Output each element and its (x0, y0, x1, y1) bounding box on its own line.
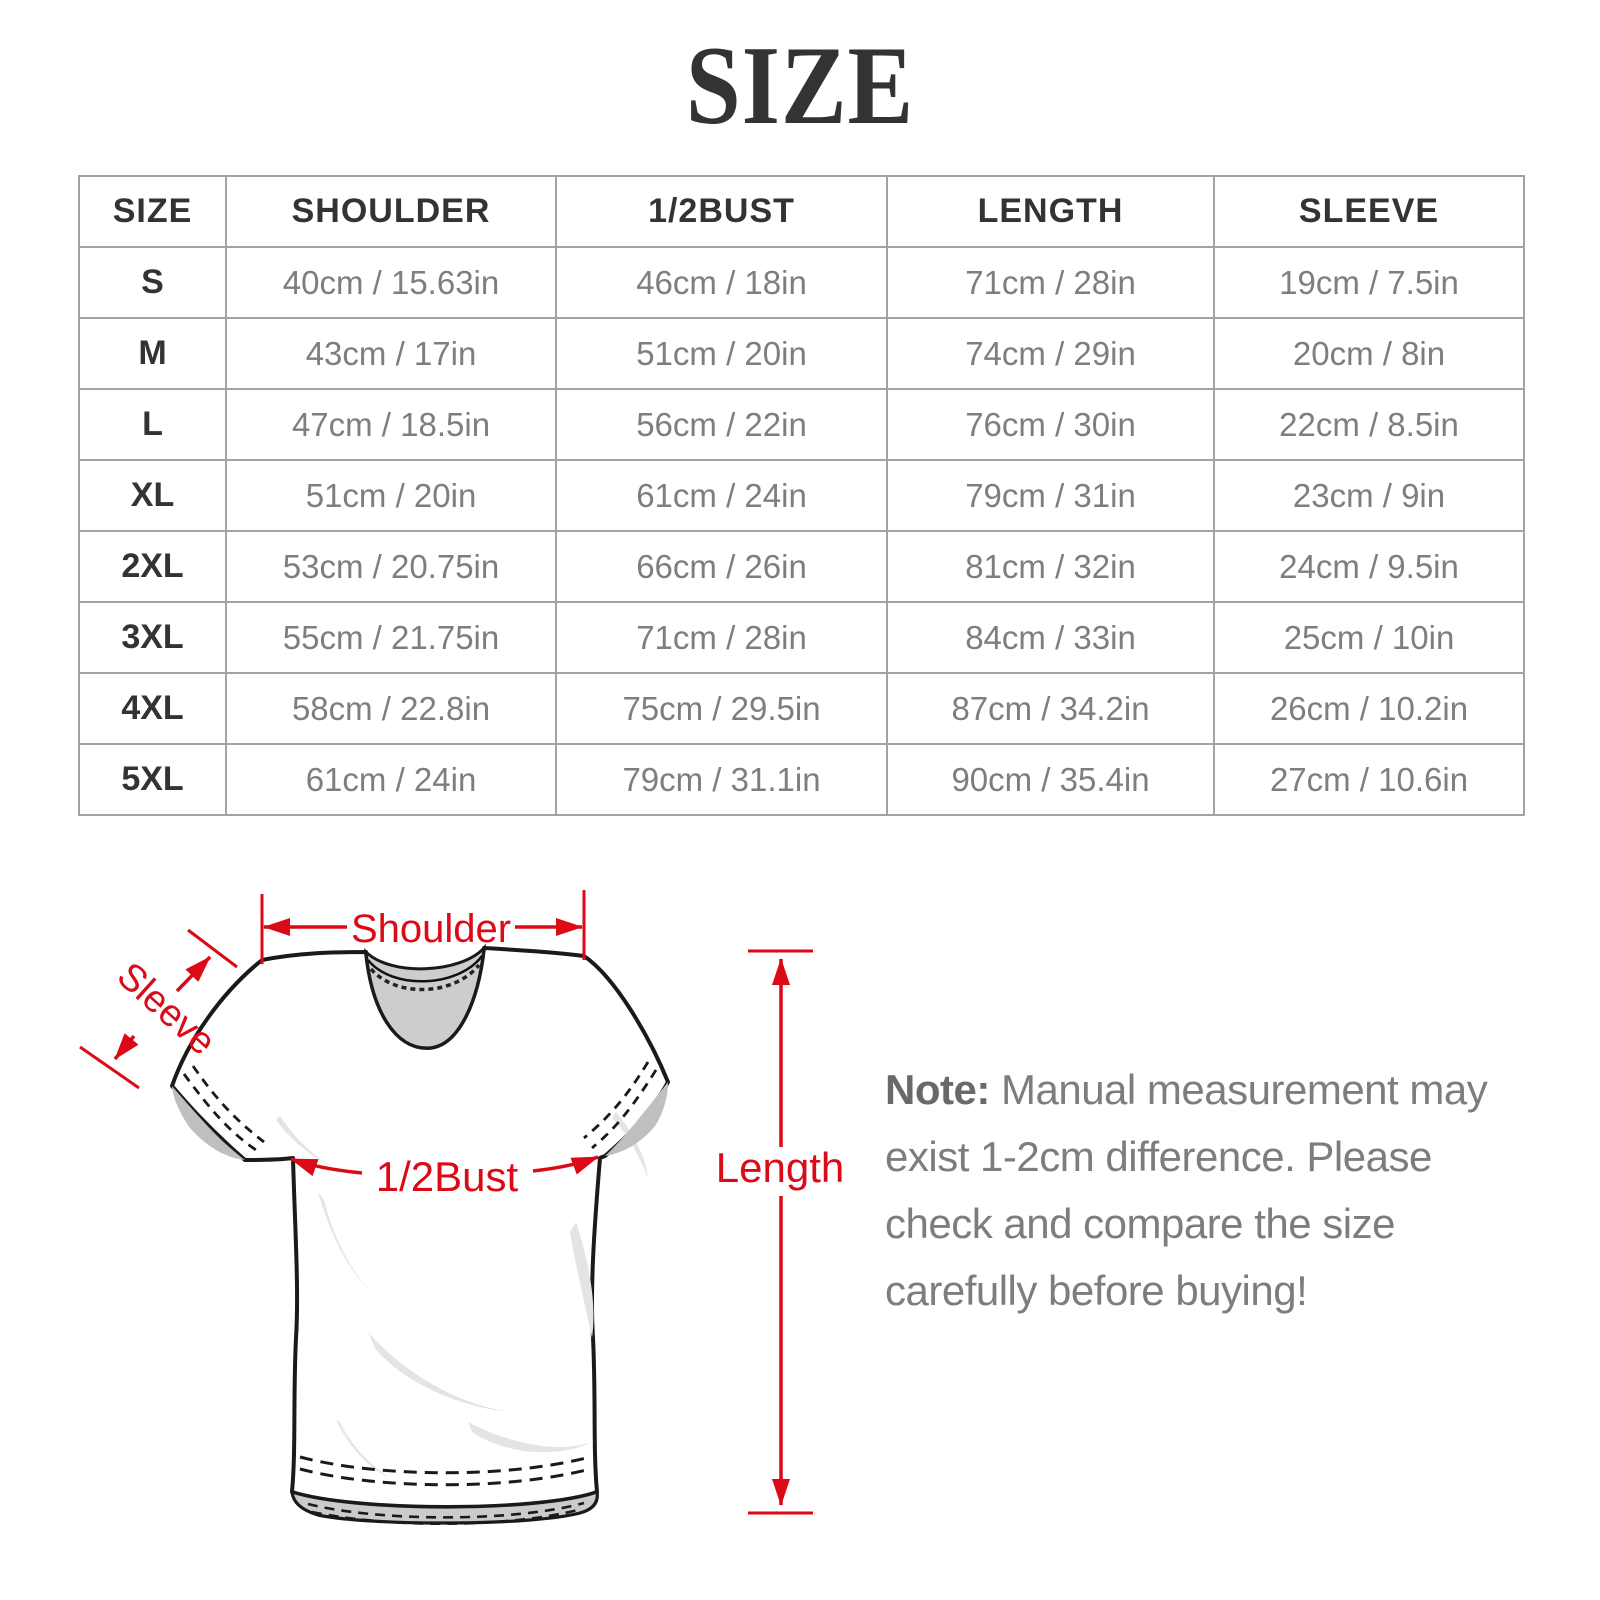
measurement-cell: 47cm / 18.5in (225, 388, 557, 461)
measurement-cell: 26cm / 10.2in (1213, 672, 1525, 745)
fabric-wrinkles (276, 1112, 648, 1478)
measurement-cell: 56cm / 22in (555, 388, 888, 461)
measurement-cell: 84cm / 33in (886, 601, 1215, 674)
right-sleeve-opening (583, 1061, 668, 1156)
measurement-cell: 51cm / 20in (225, 459, 557, 532)
row-size-label: 4XL (78, 672, 227, 745)
length-label: Length (716, 1144, 844, 1191)
measurement-cell: 66cm / 26in (555, 530, 888, 603)
tshirt-measurement-diagram: Shoulder Sleeve 1/2Bust Length (60, 860, 880, 1560)
shoulder-label: Shoulder (351, 907, 511, 951)
measurement-cell: 61cm / 24in (555, 459, 888, 532)
left-sleeve-opening (172, 1065, 265, 1160)
table-row: XL 51cm / 20in 61cm / 24in 79cm / 31in 23cm … (78, 459, 1525, 532)
size-table-body: S 40cm / 15.63in 46cm / 18in 71cm / 28in 19c… (78, 246, 1525, 816)
measurement-cell: 71cm / 28in (555, 601, 888, 674)
measurement-cell: 81cm / 32in (886, 530, 1215, 603)
measurement-cell: 46cm / 18in (555, 246, 888, 319)
note-label: Note: (885, 1066, 990, 1113)
tshirt-drawing (170, 943, 670, 1526)
row-size-label: M (78, 317, 227, 390)
table-row: 2XL 53cm / 20.75in 66cm / 26in 81cm / 32in 2… (78, 530, 1525, 603)
measurement-cell: 19cm / 7.5in (1213, 246, 1525, 319)
measurement-cell: 24cm / 9.5in (1213, 530, 1525, 603)
measurement-cell: 71cm / 28in (886, 246, 1215, 319)
row-size-label: 5XL (78, 743, 227, 816)
measurement-cell: 76cm / 30in (886, 388, 1215, 461)
size-chart-table: SIZE SHOULDER 1/2BUST LENGTH SLEEVE S 40cm / … (78, 175, 1525, 816)
hem (290, 1455, 599, 1526)
bust-label: 1/2Bust (376, 1153, 519, 1200)
measurement-cell: 79cm / 31in (886, 459, 1215, 532)
row-size-label: 3XL (78, 601, 227, 674)
shoulder-dimension: Shoulder (260, 890, 586, 964)
measurement-cell: 55cm / 21.75in (225, 601, 557, 674)
table-row: S 40cm / 15.63in 46cm / 18in 71cm / 28in 19c… (78, 246, 1525, 319)
row-size-label: 2XL (78, 530, 227, 603)
table-row: M 43cm / 17in 51cm / 20in 74cm / 29in 20cm /… (78, 317, 1525, 390)
measurement-cell: 25cm / 10in (1213, 601, 1525, 674)
measurement-cell: 61cm / 24in (225, 743, 557, 816)
measurement-cell: 23cm / 9in (1213, 459, 1525, 532)
column-header: SIZE (78, 175, 227, 248)
column-header: SHOULDER (225, 175, 557, 248)
measurement-cell: 27cm / 10.6in (1213, 743, 1525, 816)
note-body: Manual measurement may exist 1-2cm diffe… (885, 1066, 1488, 1314)
tshirt-diagram-svg: Shoulder Sleeve 1/2Bust Length (79, 890, 844, 1526)
column-header: LENGTH (886, 175, 1215, 248)
page-title: SIZE (685, 24, 915, 148)
row-size-label: XL (78, 459, 227, 532)
note-text: Note: Manual measurement may exist 1-2cm… (885, 1056, 1545, 1324)
measurement-cell: 74cm / 29in (886, 317, 1215, 390)
measurement-cell: 58cm / 22.8in (225, 672, 557, 745)
measurement-cell: 20cm / 8in (1213, 317, 1525, 390)
measurement-cell: 53cm / 20.75in (225, 530, 557, 603)
table-row: 3XL 55cm / 21.75in 71cm / 28in 84cm / 33in 2… (78, 601, 1525, 674)
column-header: 1/2BUST (555, 175, 888, 248)
measurement-cell: 87cm / 34.2in (886, 672, 1215, 745)
measurement-cell: 40cm / 15.63in (225, 246, 557, 319)
column-header: SLEEVE (1213, 175, 1525, 248)
row-size-label: L (78, 388, 227, 461)
header-row: SIZE SHOULDER 1/2BUST LENGTH SLEEVE (78, 175, 1525, 248)
measurement-cell: 51cm / 20in (555, 317, 888, 390)
measurement-cell: 22cm / 8.5in (1213, 388, 1525, 461)
length-dimension: Length (716, 949, 844, 1515)
measurement-cell: 79cm / 31.1in (555, 743, 888, 816)
size-table-header: SIZE SHOULDER 1/2BUST LENGTH SLEEVE (78, 175, 1525, 248)
table-row: 5XL 61cm / 24in 79cm / 31.1in 90cm / 35.4in… (78, 743, 1525, 816)
bust-dimension: 1/2Bust (290, 1153, 599, 1200)
measurement-cell: 90cm / 35.4in (886, 743, 1215, 816)
table-row: L 47cm / 18.5in 56cm / 22in 76cm / 30in 22cm… (78, 388, 1525, 461)
table-row: 4XL 58cm / 22.8in 75cm / 29.5in 87cm / 34.2… (78, 672, 1525, 745)
measurement-cell: 43cm / 17in (225, 317, 557, 390)
row-size-label: S (78, 246, 227, 319)
collar (364, 943, 486, 1050)
measurement-cell: 75cm / 29.5in (555, 672, 888, 745)
